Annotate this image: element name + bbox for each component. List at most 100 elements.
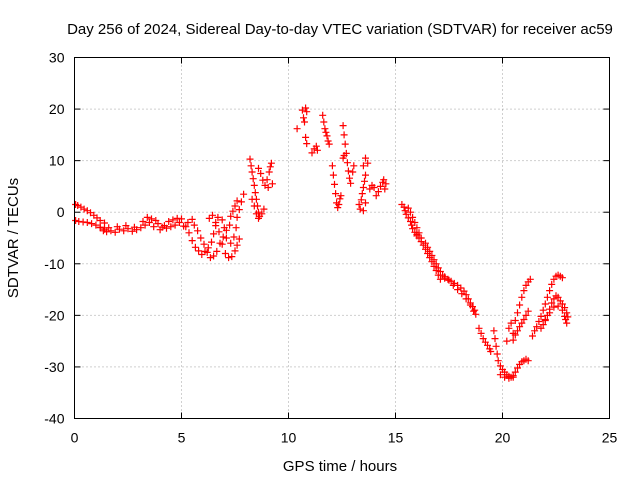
data-point-marker xyxy=(227,212,235,220)
y-tick-label: 30 xyxy=(49,50,65,66)
y-tick-label: 10 xyxy=(49,153,65,169)
data-point-marker xyxy=(99,227,107,235)
data-point-marker xyxy=(359,207,367,215)
data-point-marker xyxy=(96,224,104,232)
data-point-marker xyxy=(520,287,528,295)
data-point-marker xyxy=(182,223,190,231)
data-point-marker xyxy=(511,317,519,324)
data-point-marker xyxy=(531,327,539,335)
data-point-marker xyxy=(341,140,349,148)
data-point-marker xyxy=(339,122,347,130)
data-point-marker xyxy=(496,371,504,379)
data-point-marker xyxy=(558,274,566,282)
data-point-marker xyxy=(543,293,551,301)
data-point-marker xyxy=(128,227,136,235)
data-point-marker xyxy=(563,319,571,327)
data-point-marker xyxy=(554,302,562,310)
plot-frame xyxy=(74,57,610,419)
data-point-marker xyxy=(101,219,108,227)
data-point-marker xyxy=(158,223,166,231)
data-point-marker xyxy=(323,132,331,140)
data-point-marker xyxy=(516,323,524,331)
data-point-marker xyxy=(331,180,338,188)
data-point-marker xyxy=(260,205,268,213)
data-point-marker xyxy=(359,184,367,191)
data-point-marker xyxy=(227,239,235,247)
data-point-marker xyxy=(329,171,337,179)
data-point-marker xyxy=(194,227,202,235)
data-point-marker xyxy=(340,131,348,139)
data-point-marker xyxy=(462,295,470,303)
tick-labels: 0 5 10 15 20 25 -40 -30 -20 -10 0 10 20 30 xyxy=(44,50,617,446)
data-point-marker xyxy=(520,316,528,323)
data-point-marker xyxy=(188,215,196,223)
data-point-marker xyxy=(509,373,517,381)
data-point-marker xyxy=(479,335,487,343)
data-point-marker xyxy=(362,171,369,179)
data-point-marker xyxy=(484,341,491,349)
data-point-marker xyxy=(541,300,549,308)
data-point-marker xyxy=(188,237,196,245)
data-point-marker xyxy=(358,190,366,198)
data-point-marker xyxy=(122,222,130,230)
data-point-marker xyxy=(240,190,248,198)
data-point-marker xyxy=(466,301,474,309)
data-point-marker xyxy=(537,324,545,332)
data-point-marker xyxy=(229,207,237,215)
data-point-marker xyxy=(232,224,240,232)
data-point-marker xyxy=(413,224,421,232)
data-point-marker xyxy=(380,176,388,184)
data-point-marker xyxy=(490,327,498,335)
y-tick-label: 0 xyxy=(57,204,65,220)
data-point-marker xyxy=(511,331,519,339)
data-point-marker xyxy=(210,230,218,238)
data-point-marker xyxy=(522,311,530,319)
data-point-marker xyxy=(505,374,513,382)
data-point-marker xyxy=(267,159,275,167)
data-point-marker xyxy=(558,306,566,314)
data-point-marker xyxy=(303,140,311,148)
data-point-marker xyxy=(505,324,513,332)
data-point-marker xyxy=(137,224,145,232)
data-point-marker xyxy=(143,213,151,221)
data-point-marker xyxy=(120,227,128,235)
data-point-marker xyxy=(546,287,554,295)
data-point-marker xyxy=(173,214,181,222)
data-point-marker xyxy=(210,252,218,260)
data-point-marker xyxy=(563,309,571,317)
data-point-marker xyxy=(509,336,517,344)
x-tick-label: 5 xyxy=(178,430,186,446)
data-point-marker xyxy=(366,185,374,193)
data-point-marker xyxy=(374,188,382,196)
data-point-marker xyxy=(361,177,368,185)
data-point-marker xyxy=(150,223,158,231)
data-point-marker xyxy=(213,247,221,255)
data-point-marker xyxy=(501,373,509,381)
data-point-marker xyxy=(235,206,243,214)
data-point-marker xyxy=(250,202,258,210)
data-point-marker xyxy=(436,268,444,275)
data-point-marker xyxy=(265,168,273,176)
data-point-marker xyxy=(548,280,556,288)
data-point-marker xyxy=(237,198,245,206)
data-point-marker xyxy=(492,342,500,350)
data-point-marker xyxy=(252,210,260,218)
y-tick-label: -20 xyxy=(44,307,64,323)
data-point-marker xyxy=(409,225,417,233)
data-point-marker xyxy=(233,241,241,249)
data-point-marker xyxy=(561,312,569,320)
data-point-marker xyxy=(222,234,230,242)
data-point-marker xyxy=(428,252,436,259)
data-point-marker xyxy=(491,335,499,343)
data-point-marker xyxy=(303,108,311,116)
data-point-marker xyxy=(335,201,343,208)
data-point-marker xyxy=(215,228,223,236)
data-point-marker xyxy=(359,162,367,170)
data-point-marker xyxy=(139,218,147,225)
data-point-marker xyxy=(364,159,372,167)
data-point-marker xyxy=(293,125,301,133)
data-point-marker xyxy=(347,179,355,187)
data-point-marker xyxy=(496,362,504,370)
data-point-marker xyxy=(554,293,562,301)
data-point-marker xyxy=(344,167,352,175)
